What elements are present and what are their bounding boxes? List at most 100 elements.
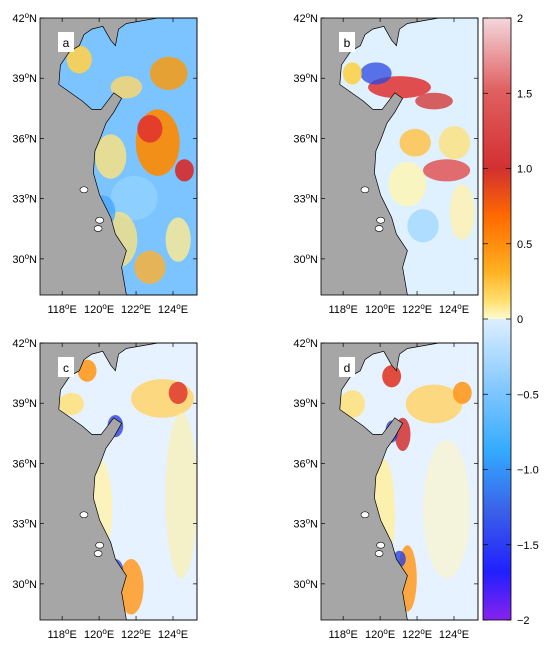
colorbar: 2 1.5 1.0 0.5 0 −0.5 −1.0 −1.5 −2	[482, 13, 539, 627]
lat-tick-label: 33oN	[12, 517, 37, 531]
lon-tick-label: 118oE	[47, 302, 76, 316]
lake-shape	[95, 541, 104, 549]
field-anomaly	[165, 217, 191, 262]
lake-shape	[374, 550, 384, 557]
lat-tick-label: 39oN	[12, 71, 37, 85]
lon-tick-label: 120oE	[84, 302, 114, 316]
lake-shape	[93, 225, 103, 232]
panel-label: d	[344, 361, 351, 375]
field-anomaly	[94, 134, 127, 179]
colorbar-tick-label: 1.0	[517, 164, 532, 176]
lon-tick-label: 120oE	[365, 302, 395, 316]
lon-tick-label: 118oE	[47, 627, 76, 641]
coastline	[58, 17, 198, 296]
panel-label-box	[58, 32, 74, 52]
field-anomaly	[438, 126, 471, 160]
lat-tick-label: 30oN	[293, 577, 318, 591]
colorbar-tick-label: 0.5	[517, 239, 532, 251]
lat-tick-label: 42oN	[12, 11, 37, 25]
lat-tick-label: 36oN	[12, 456, 37, 470]
field-anomaly	[137, 114, 163, 143]
colorbar-tick-label: 2	[517, 13, 523, 25]
map-panel-a: a 42oN 39oN 36oN 33oN 30oN 118oE 120oE 122oE 124o…	[12, 11, 198, 316]
colorbar-tick-label: −2	[517, 615, 530, 627]
lon-tick-label: 124oE	[439, 627, 469, 641]
field-anomaly	[58, 392, 84, 416]
colorbar-tick-label: 0	[517, 314, 523, 326]
field-anomaly	[168, 381, 188, 404]
field-anomaly	[405, 384, 463, 424]
panel-label: a	[63, 36, 70, 50]
lon-tick-label: 118oE	[328, 627, 357, 641]
lon-tick-label: 122oE	[121, 302, 151, 316]
field-anomaly	[342, 62, 362, 85]
field-anomaly	[415, 92, 453, 110]
coastline	[339, 342, 479, 621]
lon-tick-label: 122oE	[402, 627, 432, 641]
lat-tick-label: 36oN	[293, 456, 318, 470]
lat-tick-label: 42oN	[12, 336, 37, 350]
lon-tick-label: 124oE	[439, 302, 469, 316]
map-panel-d: d 42oN 39oN 36oN 33oN 30oN 118oE 120oE 122oE 124o…	[293, 336, 479, 641]
field-anomaly	[399, 128, 431, 157]
lat-tick-label: 36oN	[293, 131, 318, 145]
field-anomaly	[77, 359, 97, 382]
lat-tick-label: 30oN	[12, 252, 37, 266]
lake-shape	[376, 216, 385, 224]
lake-shape	[93, 550, 103, 557]
lat-tick-label: 42oN	[293, 11, 318, 25]
field-anomaly	[149, 56, 188, 91]
lat-tick-label: 39oN	[12, 396, 37, 410]
lat-tick-label: 33oN	[12, 192, 37, 206]
lat-tick-label: 33oN	[293, 517, 318, 531]
panel-label: c	[63, 361, 69, 375]
lon-tick-label: 122oE	[402, 302, 432, 316]
field-anomaly	[175, 159, 194, 182]
panel-frame	[39, 342, 198, 621]
lat-tick-label: 39oN	[293, 71, 318, 85]
coastline	[339, 17, 479, 296]
colorbar-tick-label: −1.5	[517, 540, 539, 552]
panel-frame	[320, 342, 479, 621]
field-anomaly	[452, 381, 472, 404]
lon-tick-label: 124oE	[158, 627, 188, 641]
lake-shape	[360, 511, 370, 519]
coastline	[58, 342, 198, 621]
panel-label-box	[58, 357, 74, 377]
lat-tick-label: 30oN	[293, 252, 318, 266]
lat-tick-label: 36oN	[12, 131, 37, 145]
panel-frame	[320, 17, 479, 296]
sea-field	[58, 18, 197, 295]
map-panel-c: c 42oN 39oN 36oN 33oN 30oN 118oE 120oE 122oE 124o…	[12, 336, 198, 641]
lake-shape	[79, 186, 89, 194]
lat-tick-label: 30oN	[12, 577, 37, 591]
lon-tick-label: 122oE	[121, 627, 151, 641]
panel-frame	[39, 17, 198, 296]
field-anomaly	[388, 162, 427, 207]
map-panel-b: b 42oN 39oN 36oN 33oN 30oN 118oE 120oE 122oE 124o…	[293, 11, 479, 316]
lat-tick-label: 33oN	[293, 192, 318, 206]
field-anomaly	[66, 45, 92, 74]
lat-tick-label: 42oN	[293, 336, 318, 350]
field-anomaly	[134, 250, 166, 284]
lake-shape	[79, 511, 89, 519]
lat-tick-label: 39oN	[293, 396, 318, 410]
lon-tick-label: 124oE	[158, 302, 188, 316]
field-anomaly	[165, 412, 197, 579]
panel-label-box	[339, 32, 355, 52]
field-anomaly	[423, 159, 471, 182]
lake-shape	[360, 186, 370, 194]
field-anomaly	[360, 62, 392, 85]
field-anomaly	[382, 365, 402, 388]
field-anomaly	[423, 439, 471, 579]
field-anomaly	[407, 209, 439, 243]
field-anomaly	[449, 184, 475, 240]
lake-shape	[376, 541, 385, 549]
lon-tick-label: 118oE	[328, 302, 357, 316]
panel-label-box	[339, 357, 355, 377]
field-anomaly	[339, 390, 365, 418]
panel-label: b	[344, 36, 351, 50]
colorbar-tick-label: −1.0	[517, 465, 539, 477]
lake-shape	[95, 216, 104, 224]
